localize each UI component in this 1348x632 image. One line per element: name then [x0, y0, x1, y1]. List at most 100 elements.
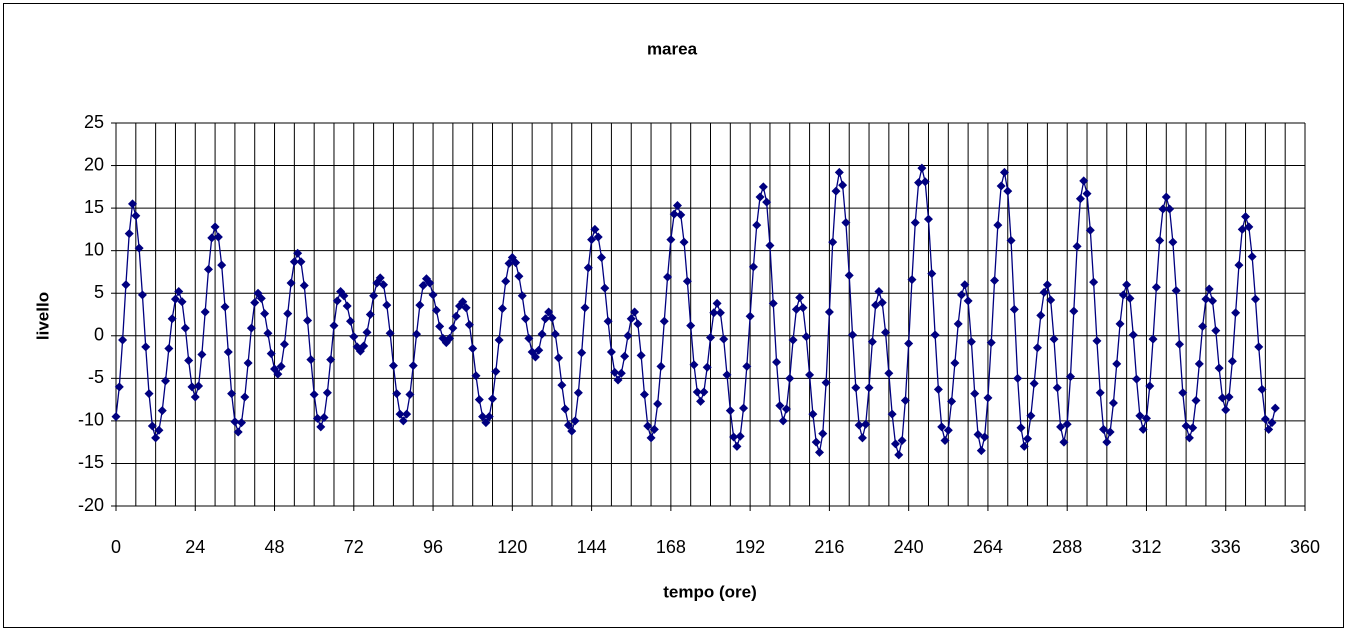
x-tick-label: 336	[1211, 537, 1241, 557]
data-point	[1082, 189, 1092, 199]
data-point	[597, 252, 607, 262]
data-point	[167, 314, 177, 324]
data-point	[1198, 321, 1208, 331]
data-point	[151, 433, 161, 443]
data-point	[623, 331, 633, 341]
data-point	[927, 269, 937, 279]
y-tick-label: 0	[94, 325, 104, 345]
x-tick-label: 144	[577, 537, 607, 557]
data-point	[375, 273, 385, 283]
data-point	[639, 390, 649, 400]
data-point	[752, 220, 762, 230]
data-point	[712, 298, 722, 308]
data-point	[758, 182, 768, 192]
data-point	[365, 310, 375, 319]
data-point	[1003, 186, 1013, 196]
data-point	[633, 319, 643, 329]
data-point	[1241, 212, 1251, 222]
data-point	[993, 220, 1003, 230]
data-point	[877, 298, 887, 308]
data-point	[1155, 235, 1165, 245]
data-point	[1059, 437, 1069, 447]
data-point	[669, 209, 679, 219]
data-point	[478, 412, 488, 422]
data-point	[1128, 330, 1138, 340]
data-point	[1135, 411, 1145, 421]
data-point	[1089, 277, 1099, 287]
data-point	[976, 446, 986, 456]
data-point	[606, 347, 616, 357]
data-point	[481, 418, 491, 428]
data-point	[910, 218, 920, 228]
data-point	[1148, 334, 1158, 344]
data-point	[1214, 363, 1224, 373]
data-point	[293, 248, 303, 258]
x-tick-label: 360	[1290, 537, 1320, 557]
data-point	[848, 330, 858, 340]
data-point	[1108, 398, 1118, 408]
data-point	[425, 278, 435, 288]
data-point	[834, 167, 844, 177]
data-point	[1046, 295, 1056, 305]
data-point	[907, 275, 917, 285]
data-point	[1174, 339, 1184, 349]
data-point	[1066, 372, 1076, 382]
data-point	[851, 383, 861, 393]
y-tick-label: 10	[84, 239, 104, 259]
data-point	[230, 417, 240, 427]
data-point	[755, 192, 765, 202]
data-point	[1029, 378, 1039, 388]
data-point	[841, 218, 851, 228]
data-point	[1260, 414, 1270, 424]
data-point	[177, 297, 187, 307]
data-point	[844, 270, 854, 280]
data-point	[567, 426, 577, 436]
data-point	[573, 388, 583, 398]
data-point	[144, 389, 154, 399]
data-point	[980, 432, 990, 442]
data-point	[312, 413, 322, 423]
chart-title: marea	[647, 39, 698, 58]
data-point	[266, 349, 276, 359]
data-point	[200, 307, 210, 317]
data-point	[494, 335, 504, 345]
data-point	[699, 387, 709, 397]
data-point	[471, 371, 481, 381]
data-point	[600, 283, 610, 293]
data-point	[488, 394, 498, 404]
data-point	[276, 361, 286, 371]
data-point	[748, 262, 758, 272]
data-point	[388, 361, 398, 371]
data-point	[676, 210, 686, 220]
x-axis-title: tempo (ore)	[663, 582, 757, 601]
data-point	[781, 404, 791, 414]
data-point	[1194, 359, 1204, 369]
data-point	[953, 319, 963, 329]
data-point	[656, 361, 666, 371]
data-point	[1092, 336, 1102, 346]
data-point	[818, 429, 828, 439]
data-point	[821, 378, 831, 388]
data-point	[296, 257, 306, 267]
data-point	[1069, 306, 1079, 316]
data-point	[960, 280, 970, 290]
data-point	[745, 311, 755, 321]
data-point	[1062, 419, 1072, 429]
data-point	[1052, 383, 1062, 393]
x-tick-label: 264	[973, 537, 1003, 557]
data-point	[137, 290, 147, 300]
data-point	[1158, 204, 1168, 214]
data-point	[1201, 294, 1211, 304]
data-point	[828, 237, 838, 247]
data-point	[461, 303, 471, 313]
data-point	[1132, 374, 1142, 384]
data-point	[289, 257, 299, 267]
data-point	[785, 373, 795, 383]
data-point	[273, 369, 283, 379]
data-point	[147, 421, 157, 431]
data-point	[379, 280, 389, 290]
data-point	[1211, 326, 1221, 336]
data-point	[649, 424, 659, 434]
data-point	[983, 393, 993, 403]
